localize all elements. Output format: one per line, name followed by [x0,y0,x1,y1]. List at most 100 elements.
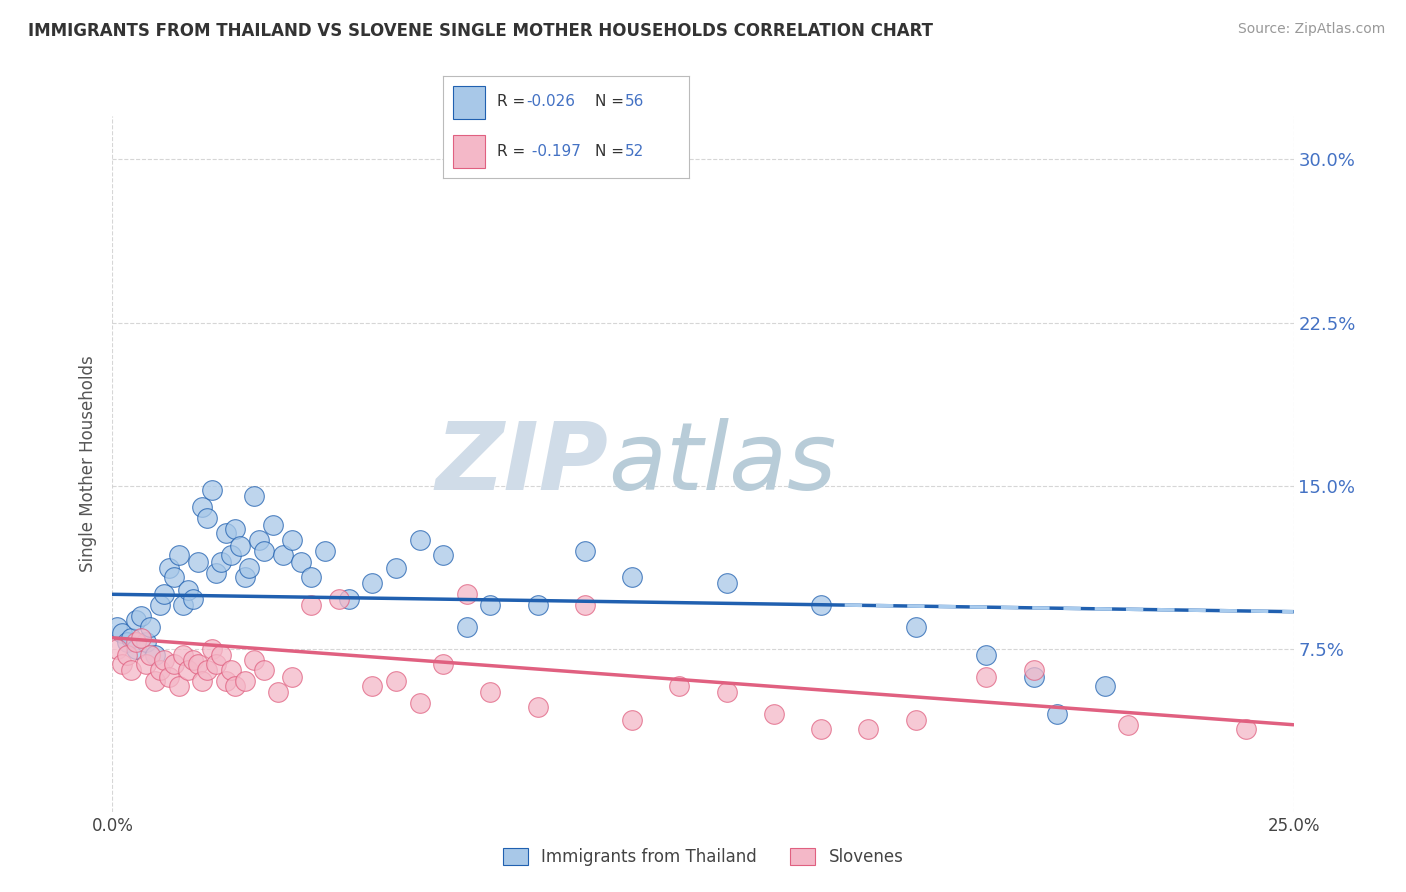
Point [668,679,690,693]
Point [125,641,148,656]
Point [233,674,256,689]
Point [290,555,312,569]
Point [281,533,304,547]
Point [904,714,927,728]
Point [201,641,224,656]
Point [181,591,204,606]
Point [143,648,166,662]
Point [271,548,294,562]
Point [177,582,200,597]
Point [195,664,218,678]
Point [167,679,190,693]
Y-axis label: Single Mother Households: Single Mother Households [79,356,97,572]
Point [299,598,322,612]
Point [177,664,200,678]
Point [209,555,232,569]
Bar [453,136,485,168]
Point [129,631,152,645]
Point [219,548,242,562]
Point [233,570,256,584]
Point [976,648,998,662]
Point [120,664,142,678]
Point [262,517,284,532]
Point [1234,722,1257,736]
Point [314,544,336,558]
Point [432,657,454,671]
Text: R =: R = [498,144,530,159]
Legend: Immigrants from Thailand, Slovenes: Immigrants from Thailand, Slovenes [496,841,910,873]
Point [408,696,430,710]
Point [129,609,152,624]
Point [479,598,502,612]
Point [328,591,350,606]
Point [105,641,128,656]
Point [716,576,738,591]
Point [1022,670,1045,684]
Text: N =: N = [596,144,630,159]
Point [143,674,166,689]
Point [858,722,880,736]
Point [172,598,194,612]
Point [149,598,172,612]
Point [1046,706,1069,721]
Point [361,679,384,693]
Point [810,598,832,612]
Point [115,648,138,662]
Point [281,670,304,684]
Point [205,657,228,671]
Point [716,685,738,699]
Text: Source: ZipAtlas.com: Source: ZipAtlas.com [1237,22,1385,37]
Text: R =: R = [498,95,530,110]
Point [456,620,478,634]
Text: 52: 52 [624,144,644,159]
Point [215,526,238,541]
Point [149,664,172,678]
Point [186,657,208,671]
Point [172,648,194,662]
Point [574,544,596,558]
Point [135,657,157,671]
Point [181,652,204,666]
Point [201,483,224,497]
Point [432,548,454,562]
Point [243,490,266,504]
Point [762,706,785,721]
Point [621,570,644,584]
Point [191,500,214,515]
Point [219,664,242,678]
Point [163,570,186,584]
Point [238,561,260,575]
Point [224,522,246,536]
Text: ZIP: ZIP [436,417,609,510]
Point [526,700,548,714]
Point [215,674,238,689]
Text: N =: N = [596,95,630,110]
Point [153,587,176,601]
Point [115,635,138,649]
Point [1022,664,1045,678]
Point [153,652,176,666]
Point [205,566,228,580]
Point [385,674,408,689]
Text: IMMIGRANTS FROM THAILAND VS SLOVENE SINGLE MOTHER HOUSEHOLDS CORRELATION CHART: IMMIGRANTS FROM THAILAND VS SLOVENE SING… [28,22,934,40]
Point [229,540,252,554]
Point [224,679,246,693]
Point [167,548,190,562]
Bar [453,87,485,119]
Point [253,664,276,678]
Text: -0.197: -0.197 [527,144,581,159]
Point [186,555,208,569]
Point [337,591,360,606]
Point [574,598,596,612]
Point [111,657,134,671]
Point [253,544,276,558]
Text: 56: 56 [624,95,644,110]
Point [267,685,290,699]
Text: -0.026: -0.026 [527,95,575,110]
Text: atlas: atlas [609,418,837,509]
Point [810,722,832,736]
Point [526,598,548,612]
Point [105,620,128,634]
Point [976,670,998,684]
Point [247,533,270,547]
